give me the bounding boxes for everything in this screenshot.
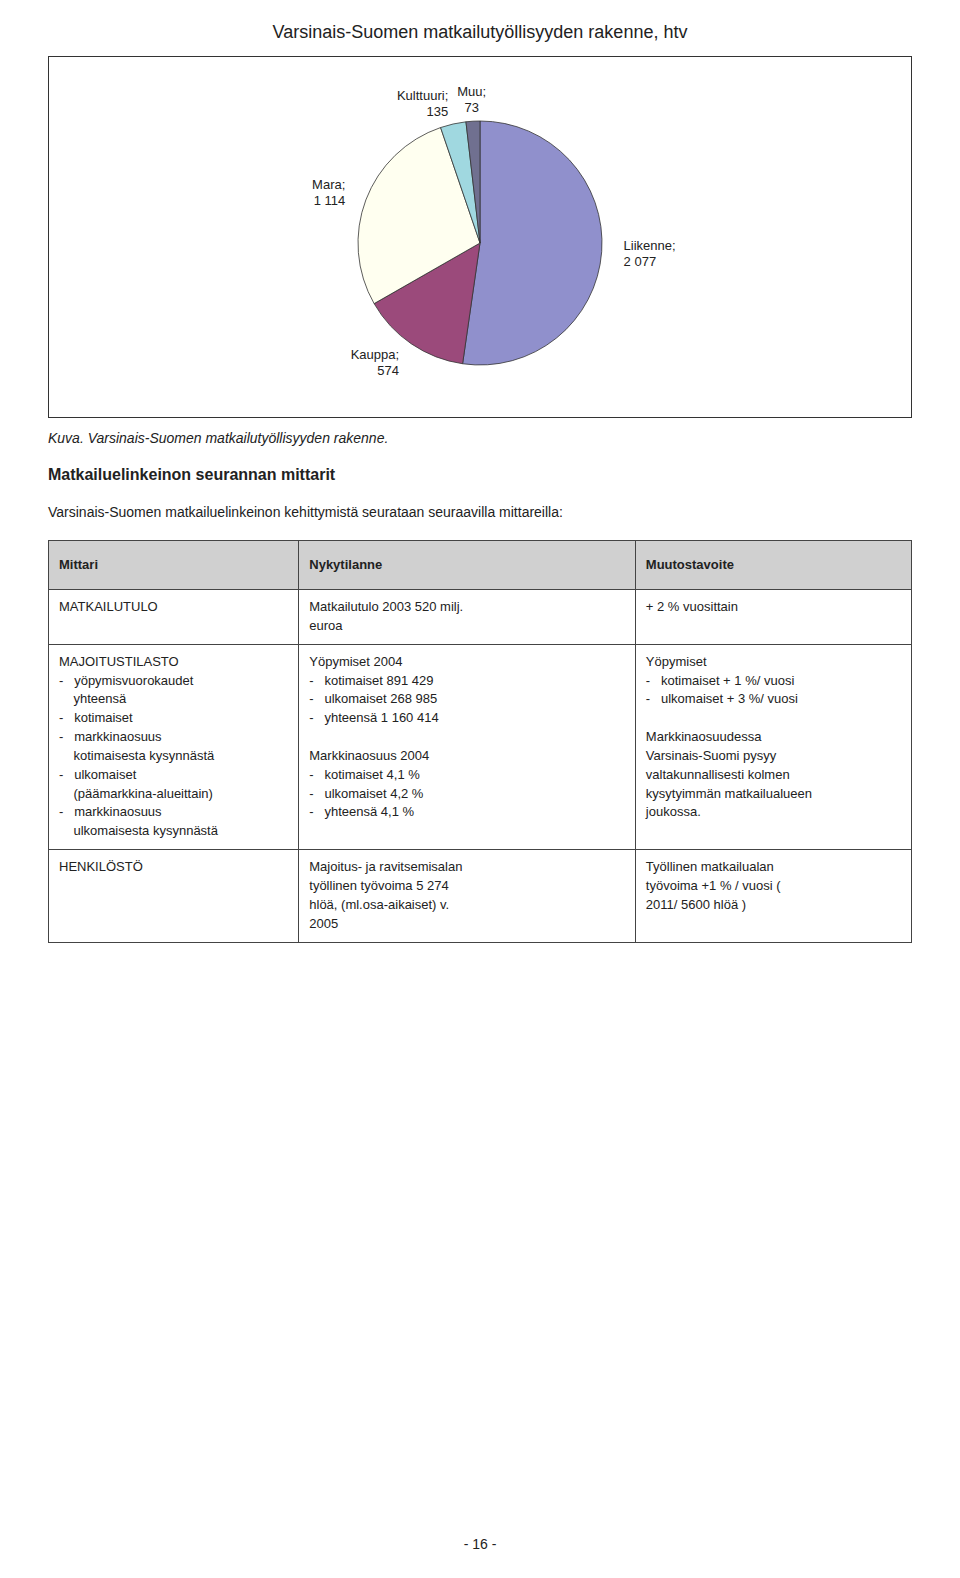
slice-label: Muu;73: [457, 84, 486, 115]
value-label: 135: [427, 104, 449, 119]
slice-label: Liikenne;2 077: [624, 238, 676, 269]
category-label: Kauppa;: [351, 347, 399, 362]
section-title: Matkailuelinkeinon seurannan mittarit: [48, 466, 335, 484]
pie-slice: [441, 122, 480, 243]
pie-slice: [463, 121, 602, 365]
slice-labels: Liikenne;2 077 Kauppa;574 Mara;1 114 Kulttu…: [312, 84, 676, 378]
slice-label: Kauppa;574: [351, 347, 399, 378]
slice-label: Kulttuuri;135: [397, 88, 448, 119]
section-intro: Varsinais-Suomen matkailuelinkeinon kehi…: [48, 504, 563, 520]
table-cell: + 2 % vuosittain: [635, 590, 911, 645]
value-label: 1 114: [314, 193, 346, 208]
category-label: Kulttuuri;: [397, 88, 448, 103]
table-cell: HENKILÖSTÖ: [49, 850, 299, 942]
table: MittariNykytilanneMuutostavoite MATKAILUT…: [48, 540, 912, 943]
table-cell: Matkailutulo 2003 520 milj. euroa: [299, 590, 636, 645]
table-header: Mittari: [49, 541, 299, 590]
pie-slice: [466, 121, 480, 243]
caption: Kuva. Varsinais-Suomen matkailutyöllisyy…: [48, 430, 388, 446]
table-cell: Työllinen matkailualan työvoima +1 % / v…: [635, 850, 911, 942]
table-header: Nykytilanne: [299, 541, 636, 590]
table-cell: Yöpymiset 2004 - kotimaiset 891 429 - ul…: [299, 644, 636, 849]
slices: [358, 121, 602, 365]
category-label: Liikenne;: [624, 238, 676, 253]
chart-title: Varsinais-Suomen matkailutyöllisyyden ra…: [0, 22, 960, 43]
page-number: - 16 -: [0, 1536, 960, 1552]
pie-chart: Liikenne;2 077 Kauppa;574 Mara;1 114 Kulttu…: [49, 57, 911, 417]
chart-frame: Liikenne;2 077 Kauppa;574 Mara;1 114 Kulttu…: [48, 56, 912, 418]
category-label: Muu;: [457, 84, 486, 99]
table-cell: MAJOITUSTILASTO - yöpymisvuorokaudet yht…: [49, 644, 299, 849]
table-header: Muutostavoite: [635, 541, 911, 590]
table-cell: Majoitus- ja ravitsemisalan työllinen ty…: [299, 850, 636, 942]
value-label: 2 077: [624, 254, 657, 269]
table-cell: MATKAILUTULO: [49, 590, 299, 645]
value-label: 73: [464, 100, 478, 115]
category-label: Mara;: [312, 177, 345, 192]
value-label: 574: [377, 363, 399, 378]
table-cell: Yöpymiset - kotimaiset + 1 %/ vuosi - ul…: [635, 644, 911, 849]
slice-label: Mara;1 114: [312, 177, 345, 208]
